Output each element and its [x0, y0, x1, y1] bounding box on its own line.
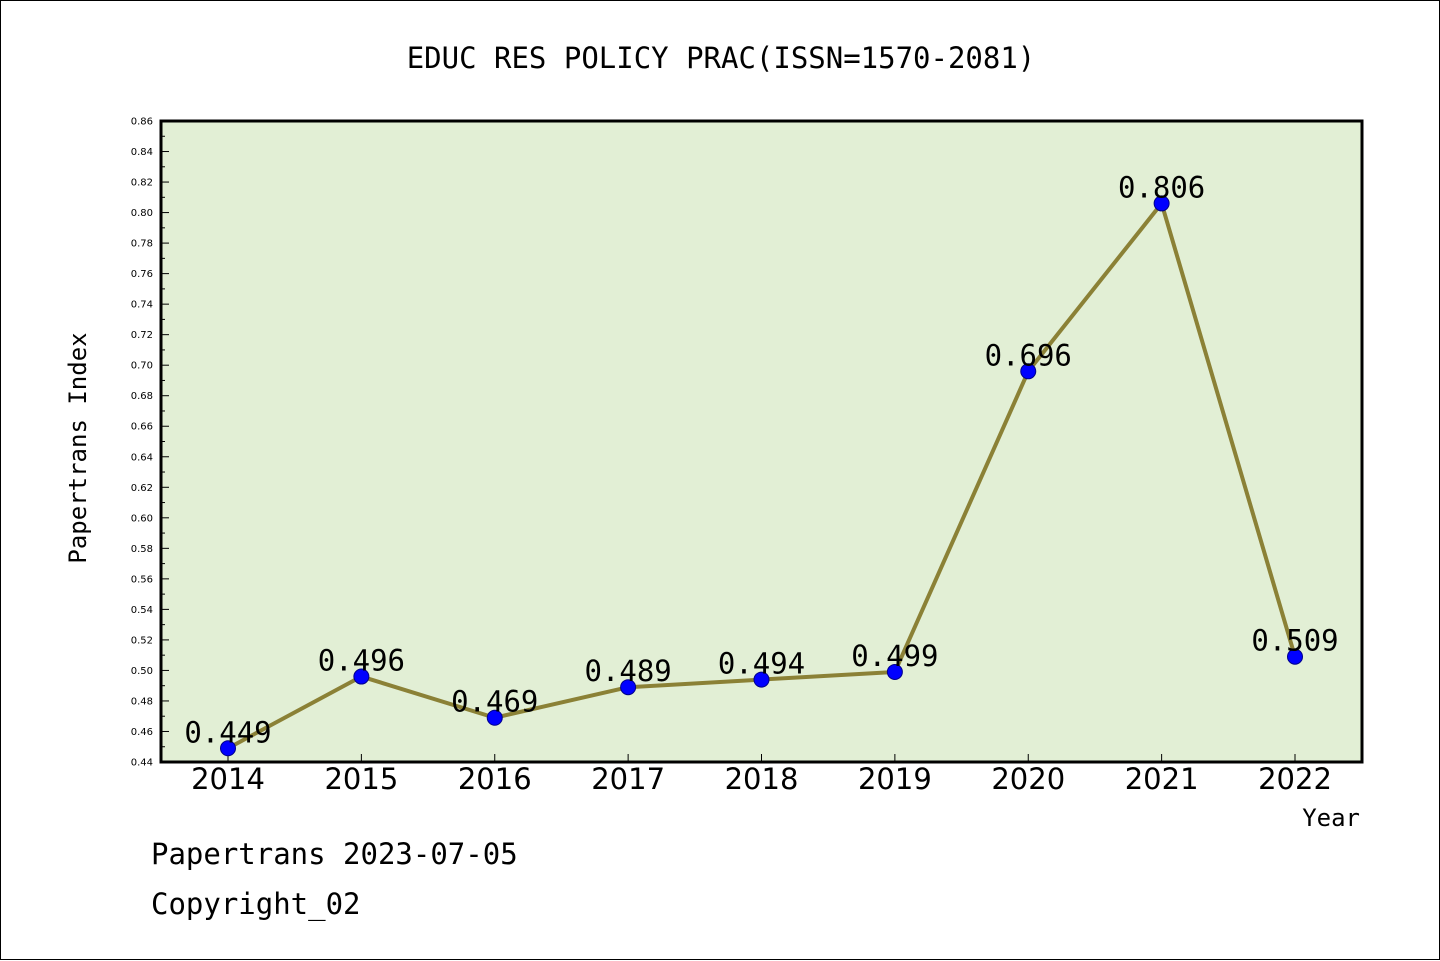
chart-title: EDUC RES POLICY PRAC(ISSN=1570-2081)	[407, 41, 1036, 75]
y-tick-label: 0.48	[131, 696, 153, 707]
y-tick-label: 0.66	[131, 422, 153, 433]
y-tick-label: 0.54	[131, 605, 153, 616]
plot-area	[161, 121, 1362, 762]
data-label: 0.806	[1118, 170, 1205, 204]
data-point	[620, 679, 637, 696]
data-label: 0.489	[584, 654, 671, 688]
y-tick-label: 0.68	[131, 391, 153, 402]
x-tick-label: 2021	[1125, 762, 1199, 796]
x-axis-ticks: 2014 2015 2016 2017 2018 2019 2020 2021 2022	[191, 754, 1332, 796]
y-tick-label: 0.82	[131, 178, 153, 189]
data-point	[753, 671, 770, 688]
y-tick-label: 0.86	[131, 117, 153, 128]
x-tick-label: 2022	[1258, 762, 1332, 796]
plot-border	[159, 119, 1364, 764]
data-point	[220, 740, 236, 757]
x-tick-label: 2019	[858, 762, 932, 796]
y-tick-label: 0.52	[131, 635, 153, 646]
data-point	[1153, 195, 1170, 212]
x-tick-label: 2015	[324, 762, 398, 796]
footer-copyright: Copyright_02	[151, 887, 361, 921]
footer-source: Papertrans 2023-07-05	[151, 837, 518, 871]
data-point	[486, 709, 503, 726]
y-tick-label: 0.44	[131, 758, 153, 769]
y-tick-label: 0.60	[131, 513, 153, 524]
x-axis-label: Year	[1302, 804, 1360, 832]
x-tick-label: 2020	[991, 762, 1065, 796]
data-label: 0.469	[451, 685, 538, 719]
data-label: 0.449	[184, 715, 271, 749]
data-label: 0.509	[1251, 624, 1338, 658]
y-tick-label: 0.58	[131, 544, 153, 555]
y-tick-label: 0.78	[131, 239, 153, 250]
y-tick-label: 0.62	[131, 483, 153, 494]
y-tick-label: 0.70	[131, 361, 153, 372]
x-tick-label: 2016	[458, 762, 532, 796]
y-tick-label: 0.72	[131, 330, 153, 341]
y-tick-label: 0.80	[131, 208, 153, 219]
data-point	[886, 663, 903, 680]
y-tick-label: 0.64	[131, 452, 153, 463]
x-tick-label: 2017	[591, 762, 665, 796]
series-layer: 0.449 0.496 0.469 0.489 0.494 0.499 0.696 0.806…	[184, 170, 1339, 757]
x-tick-label: 2018	[725, 762, 799, 796]
y-tick-label: 0.50	[131, 666, 153, 677]
y-tick-label: 0.46	[131, 727, 153, 738]
y-tick-label: 0.74	[131, 300, 153, 311]
data-point	[1020, 363, 1037, 380]
data-point	[1287, 648, 1303, 665]
y-axis-label: Papertrans Index	[64, 332, 92, 563]
data-label: 0.494	[718, 647, 805, 681]
y-tick-label: 0.56	[131, 574, 153, 585]
y-tick-label: 0.76	[131, 269, 153, 280]
data-label: 0.696	[985, 338, 1072, 372]
x-tick-label: 2014	[191, 762, 265, 796]
data-label: 0.496	[318, 644, 405, 678]
y-tick-label: 0.84	[131, 147, 153, 158]
data-label: 0.499	[851, 639, 938, 673]
data-point	[353, 668, 370, 685]
